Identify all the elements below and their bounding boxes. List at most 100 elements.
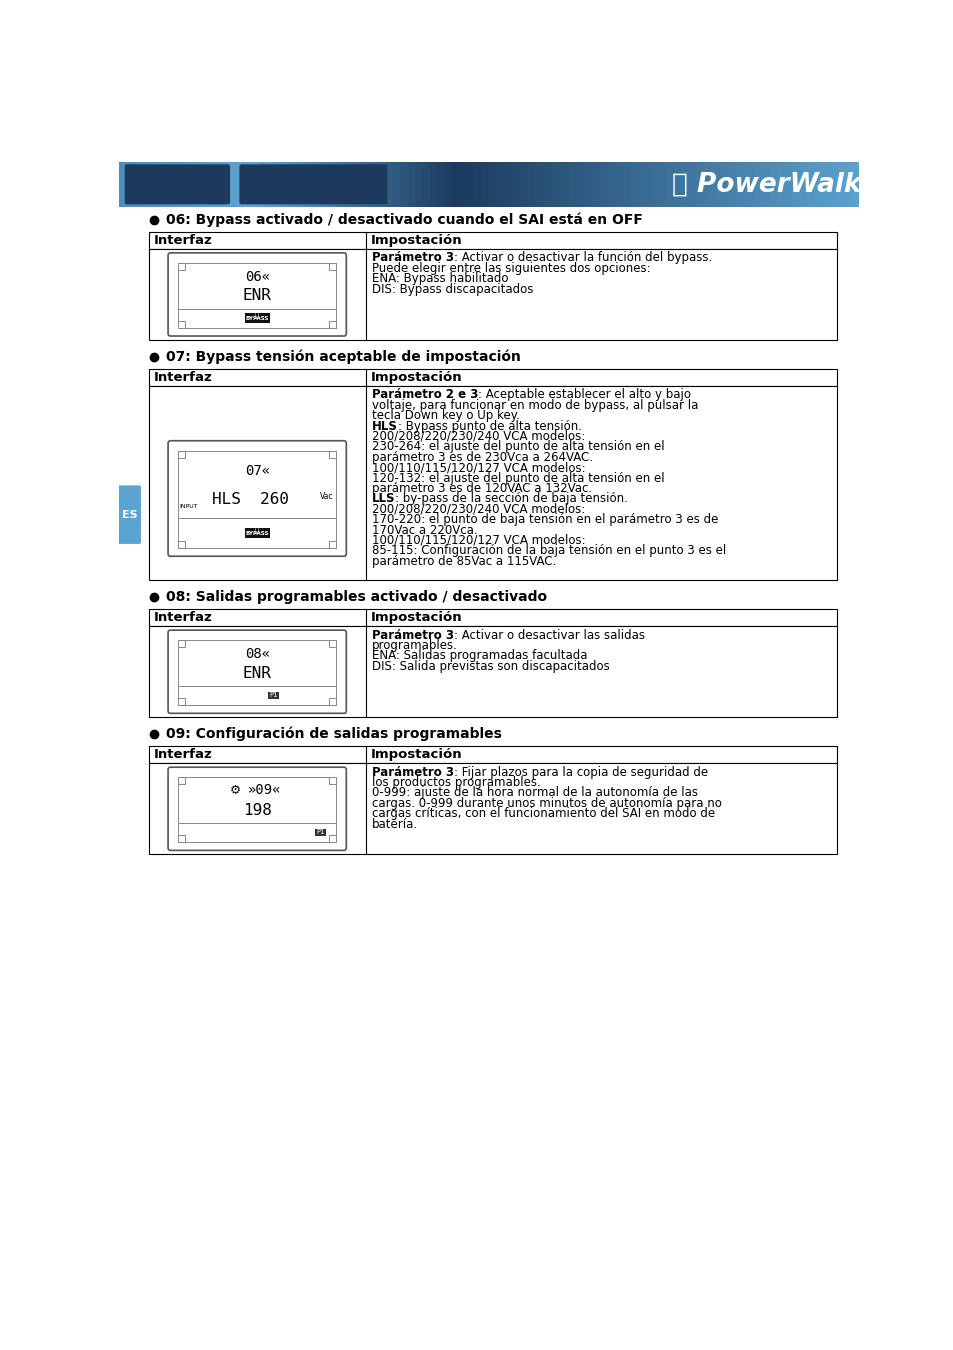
Bar: [329, 451, 335, 458]
Bar: [621, 162, 630, 207]
Bar: [637, 162, 644, 207]
Text: parámetro de 85Vac a 115VAC.: parámetro de 85Vac a 115VAC.: [372, 555, 556, 568]
Bar: [525, 162, 534, 207]
Bar: [178, 836, 185, 842]
Bar: [245, 162, 253, 207]
Text: ENA: Bypass habilitado: ENA: Bypass habilitado: [372, 273, 508, 285]
Text: Vac: Vac: [319, 491, 333, 501]
Text: 08«: 08«: [244, 647, 270, 662]
Text: 06: Bypass activado / desactivado cuando el SAI está en OFF: 06: Bypass activado / desactivado cuando…: [166, 212, 642, 227]
Text: 200/208/220/230/240 VCA modelos:: 200/208/220/230/240 VCA modelos:: [372, 502, 584, 516]
Bar: [474, 162, 482, 207]
Bar: [747, 162, 755, 207]
Bar: [813, 162, 821, 207]
Bar: [629, 162, 637, 207]
Bar: [329, 640, 335, 647]
Text: parámetro 3 es de 230Vca a 264VAC.: parámetro 3 es de 230Vca a 264VAC.: [372, 451, 592, 464]
Bar: [178, 263, 185, 270]
Bar: [156, 162, 164, 207]
Bar: [282, 162, 290, 207]
Text: 0-999: ajuste de la hora normal de la autonomía de las: 0-999: ajuste de la hora normal de la au…: [372, 787, 698, 799]
Text: Interfaz: Interfaz: [153, 371, 212, 385]
Text: : Bypass punto de alta tensión.: : Bypass punto de alta tensión.: [397, 420, 581, 432]
Bar: [769, 162, 778, 207]
Text: programables.: programables.: [372, 639, 457, 652]
Text: tecla Down key o Up key.: tecla Down key o Up key.: [372, 409, 519, 423]
Bar: [149, 386, 836, 580]
Bar: [452, 162, 459, 207]
Bar: [230, 162, 238, 207]
Bar: [208, 162, 216, 207]
Bar: [665, 162, 674, 207]
Bar: [127, 162, 134, 207]
Text: BYPASS: BYPASS: [245, 316, 269, 320]
Bar: [592, 162, 600, 207]
Bar: [761, 162, 770, 207]
Bar: [570, 162, 578, 207]
Bar: [178, 824, 335, 842]
Text: Interfaz: Interfaz: [153, 612, 212, 624]
Bar: [178, 309, 335, 328]
Bar: [289, 162, 297, 207]
Bar: [540, 162, 548, 207]
Bar: [329, 778, 335, 784]
Bar: [562, 162, 571, 207]
Text: INPUT: INPUT: [179, 504, 198, 509]
FancyBboxPatch shape: [168, 630, 346, 713]
Text: 100/110/115/120/127 VCA modelos:: 100/110/115/120/127 VCA modelos:: [372, 533, 585, 547]
Bar: [791, 162, 800, 207]
Text: 230-264: el ajuste del punto de alta tensión en el: 230-264: el ajuste del punto de alta ten…: [372, 440, 664, 454]
Text: Interfaz: Interfaz: [153, 234, 212, 247]
Bar: [436, 162, 445, 207]
Text: : Activar o desactivar las salidas: : Activar o desactivar las salidas: [454, 629, 644, 641]
Bar: [252, 162, 260, 207]
Bar: [215, 162, 223, 207]
Text: los productos programables.: los productos programables.: [372, 776, 540, 788]
Bar: [267, 162, 275, 207]
Bar: [547, 162, 556, 207]
Text: Impostación: Impostación: [370, 234, 461, 247]
Bar: [599, 162, 607, 207]
Text: voltaje, para funcionar en modo de bypass, al pulsar la: voltaje, para funcionar en modo de bypas…: [372, 398, 698, 412]
Bar: [149, 609, 836, 626]
Bar: [259, 162, 268, 207]
FancyBboxPatch shape: [239, 165, 387, 204]
Text: 08: Salidas programables activado / desactivado: 08: Salidas programables activado / desa…: [166, 590, 546, 603]
Text: Parámetro 2 e 3: Parámetro 2 e 3: [372, 389, 477, 401]
Text: Impostación: Impostación: [370, 371, 461, 385]
Bar: [334, 162, 341, 207]
Bar: [777, 162, 784, 207]
Bar: [488, 162, 497, 207]
Text: 120-132: el ajuste del punto de alta tensión en el: 120-132: el ajuste del punto de alta ten…: [372, 471, 664, 485]
Bar: [245, 528, 270, 539]
Text: batería.: batería.: [372, 818, 417, 830]
Text: LLS: LLS: [372, 493, 395, 505]
Bar: [842, 162, 851, 207]
Bar: [178, 640, 185, 647]
Bar: [178, 451, 185, 458]
Text: ENR: ENR: [242, 289, 272, 304]
Bar: [178, 778, 335, 824]
Bar: [178, 320, 185, 328]
Bar: [178, 162, 187, 207]
Text: Interfaz: Interfaz: [153, 748, 212, 761]
Bar: [245, 313, 270, 324]
Bar: [740, 162, 748, 207]
Bar: [178, 686, 335, 705]
Bar: [370, 162, 378, 207]
Text: Parámetro 3: Parámetro 3: [372, 251, 454, 265]
Bar: [119, 162, 128, 207]
Text: Impostación: Impostación: [370, 748, 461, 761]
Bar: [718, 162, 725, 207]
Bar: [296, 162, 305, 207]
Bar: [459, 162, 467, 207]
Text: ENA: Salidas programadas facultada: ENA: Salidas programadas facultada: [372, 649, 587, 663]
Bar: [363, 162, 371, 207]
FancyBboxPatch shape: [168, 440, 346, 556]
Bar: [732, 162, 740, 207]
Bar: [836, 162, 843, 207]
Text: ⧖: ⧖: [254, 526, 259, 533]
Text: HLS  260: HLS 260: [213, 491, 289, 508]
Text: : by-pass de la sección de baja tensión.: : by-pass de la sección de baja tensión.: [395, 493, 628, 505]
Bar: [511, 162, 518, 207]
